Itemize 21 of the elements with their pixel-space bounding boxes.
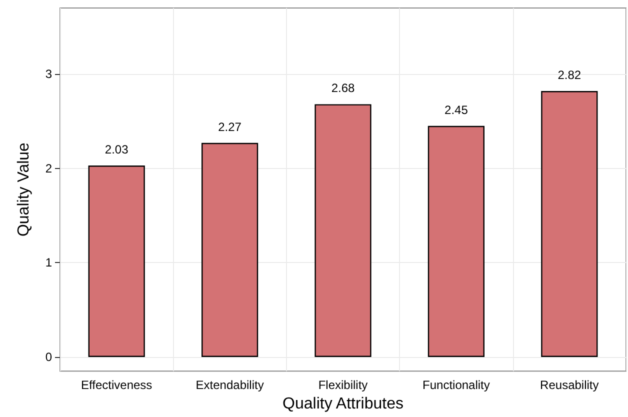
y-tick-label: 3 bbox=[45, 67, 52, 82]
y-tick-label: 2 bbox=[45, 161, 52, 176]
y-tick-label: 0 bbox=[45, 350, 52, 364]
data-label: 2.03 bbox=[104, 142, 129, 156]
x-tick-label: Effectiveness bbox=[81, 378, 152, 392]
y-tick-label: 1 bbox=[45, 256, 52, 270]
bar bbox=[202, 142, 258, 357]
x-tick-label: Flexibility bbox=[318, 378, 368, 392]
data-label: 2.45 bbox=[444, 102, 468, 117]
data-label: 2.68 bbox=[331, 81, 355, 96]
y-axis-title: Quality Value bbox=[16, 142, 32, 237]
x-axis-title: Quality Attributes bbox=[282, 396, 404, 412]
x-tick-label: Extendability bbox=[196, 378, 264, 392]
bar bbox=[314, 104, 372, 357]
bar bbox=[428, 126, 484, 357]
bar bbox=[88, 166, 145, 357]
x-tick-label: Reusability bbox=[540, 378, 599, 392]
data-label: 2.82 bbox=[558, 68, 582, 82]
bar bbox=[541, 90, 598, 357]
x-tick-label: Functionality bbox=[422, 378, 490, 392]
data-label: 2.27 bbox=[218, 120, 242, 134]
